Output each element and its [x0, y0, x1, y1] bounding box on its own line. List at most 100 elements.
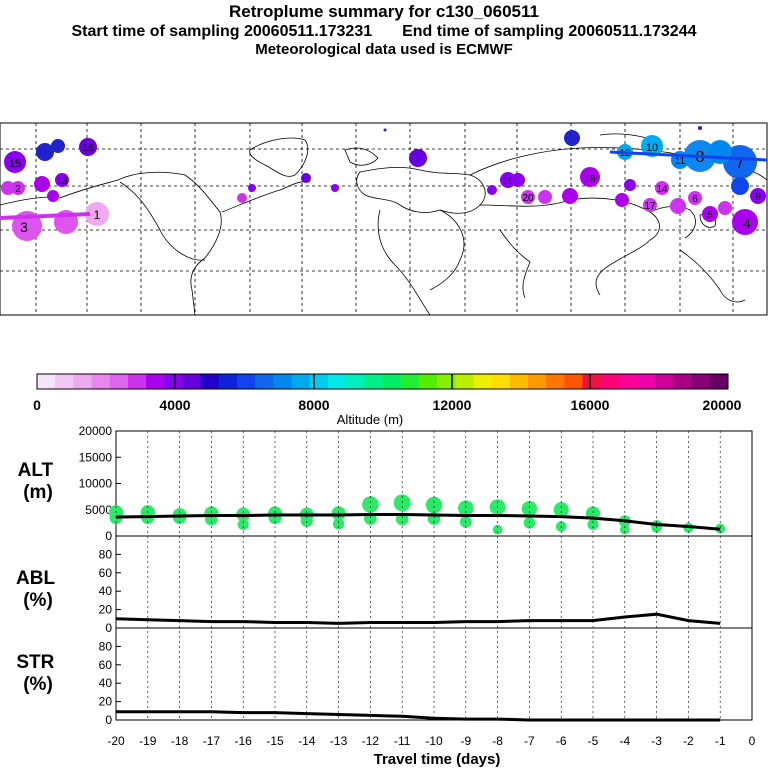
colorbar-cell: [237, 374, 256, 389]
alt-point: [553, 502, 569, 518]
plume-label-14: 14: [656, 184, 668, 195]
plume-label-3: 3: [20, 219, 28, 235]
plume-label-10: 10: [646, 142, 658, 154]
colorbar-cell: [673, 374, 693, 389]
plume-blob: [624, 179, 636, 191]
colorbar-cell: [73, 374, 93, 389]
plume-marker-4: 4: [732, 209, 758, 235]
x-tick-label: -16: [235, 734, 253, 748]
str-ytick-label: 0: [105, 713, 112, 727]
plume-marker-9: 9: [750, 188, 766, 204]
colorbar-cell: [146, 374, 165, 389]
colorbar-cell: [37, 374, 56, 389]
x-tick-label: -18: [171, 734, 189, 748]
start-time-label: Start time of sampling 20060511.173231: [71, 23, 373, 40]
alt-point: [332, 518, 345, 530]
plume-blob: [34, 176, 50, 192]
plume-track: [0, 212, 91, 220]
colorbar-cell: [418, 374, 438, 389]
colorbar-dividers: [174, 374, 591, 389]
colorbar-cell: [564, 374, 584, 389]
colorbar-cell: [455, 374, 474, 389]
alt-point: [237, 518, 249, 531]
plume-label-2: 2: [15, 184, 21, 195]
colorbar-cell: [291, 374, 311, 389]
abl-ylabel-line1: ABL: [16, 568, 55, 589]
plume-label-13: 13: [56, 176, 68, 187]
str-ytick-label: 40: [99, 676, 113, 690]
colorbar-cell: [309, 374, 329, 389]
abl-ytick-label: 60: [99, 566, 113, 580]
x-tick-label: -19: [139, 734, 157, 748]
x-tick-label: -1: [715, 734, 726, 748]
colorbar-cells: [37, 374, 729, 389]
abl-ytick-label: 80: [99, 547, 113, 561]
plume-blob: [487, 185, 497, 195]
alt-panel: ALT (m) 0 5000 10000 15000 20000: [18, 424, 753, 543]
x-tick-label: -12: [362, 734, 380, 748]
colorbar-tick-4000: 4000: [159, 397, 190, 413]
colorbar-cell: [400, 374, 420, 389]
plume-marker-11: 11: [671, 151, 689, 169]
title-block: Retroplume summary for c130_060511 Start…: [0, 2, 768, 59]
colorbar-frame: [36, 373, 729, 390]
colorbar-cell: [200, 374, 220, 389]
colorbar-tick-16000: 16000: [571, 397, 610, 413]
altitude-colorbar: 0 4000 8000 12000 16000 20000 Altitude (…: [33, 373, 742, 427]
alt-point: [425, 496, 443, 514]
x-tick-label: -3: [651, 734, 662, 748]
alt-ylabel: ALT (m): [18, 460, 59, 503]
plume-blob: [670, 198, 686, 214]
plume-marker-13: 13: [55, 173, 69, 187]
x-tick-label: -13: [330, 734, 348, 748]
x-tick-labels: -20 -19 -18 -17 -16 -15 -14 -13 -12 -11 -10 -9 -8 -7-…: [107, 734, 755, 748]
alt-point: [331, 506, 346, 521]
colorbar-cell: [273, 374, 293, 389]
plume-marker-14: 14: [655, 181, 669, 195]
alt-median-line: [115, 513, 721, 531]
colorbar-tick-0: 0: [33, 397, 41, 413]
plume-blob: [51, 139, 65, 153]
alt-point: [395, 512, 409, 526]
x-tick-label: -9: [460, 734, 471, 748]
plume-marker-19: 19: [500, 172, 516, 188]
plume-blob: [564, 130, 580, 146]
plume-blob: [562, 188, 578, 204]
colorbar-cell: [55, 374, 74, 389]
plume-marker-15: 15: [4, 151, 26, 173]
alt-point: [587, 518, 599, 531]
colorbar-cell: [91, 374, 111, 389]
colorbar-cell: [327, 374, 347, 389]
colorbar-cell: [346, 374, 365, 389]
plume-label-18: 18: [584, 174, 596, 185]
colorbar-cell: [109, 374, 129, 389]
plume-blob: [409, 149, 427, 167]
colorbar-tick-20000: 20000: [703, 397, 742, 413]
plume-marker-1: 1: [85, 202, 109, 226]
x-tick-label: -6: [556, 734, 567, 748]
x-tick-label: -8: [492, 734, 503, 748]
plume-blob: [708, 140, 732, 164]
plume-track: [609, 150, 768, 162]
plume-label-20: 20: [522, 193, 534, 204]
plume-marker-17: 17: [643, 198, 657, 212]
str-yticks: 0 20 40 60 80: [99, 639, 121, 727]
plume-blob: [36, 143, 54, 161]
alt-point: [521, 500, 538, 517]
colorbar-cell: [182, 374, 202, 389]
alt-point: [492, 524, 503, 535]
x-tick-label: -14: [298, 734, 316, 748]
str-ylabel-line2: (%): [23, 674, 53, 695]
alt-ytick-label: 15000: [79, 450, 113, 464]
plume-label-9: 9: [755, 192, 761, 203]
colorbar-cell: [437, 374, 456, 389]
str-ytick-label: 60: [99, 658, 113, 672]
colorbar-cell: [255, 374, 274, 389]
x-tick-label: -15: [266, 734, 284, 748]
alt-ytick-label: 0: [105, 529, 112, 543]
plume-blob: [237, 193, 247, 203]
abl-ytick-label: 40: [99, 584, 113, 598]
colorbar-cell: [618, 374, 638, 389]
colorbar-cell: [509, 374, 529, 389]
abl-ylabel-line2: (%): [23, 590, 53, 611]
